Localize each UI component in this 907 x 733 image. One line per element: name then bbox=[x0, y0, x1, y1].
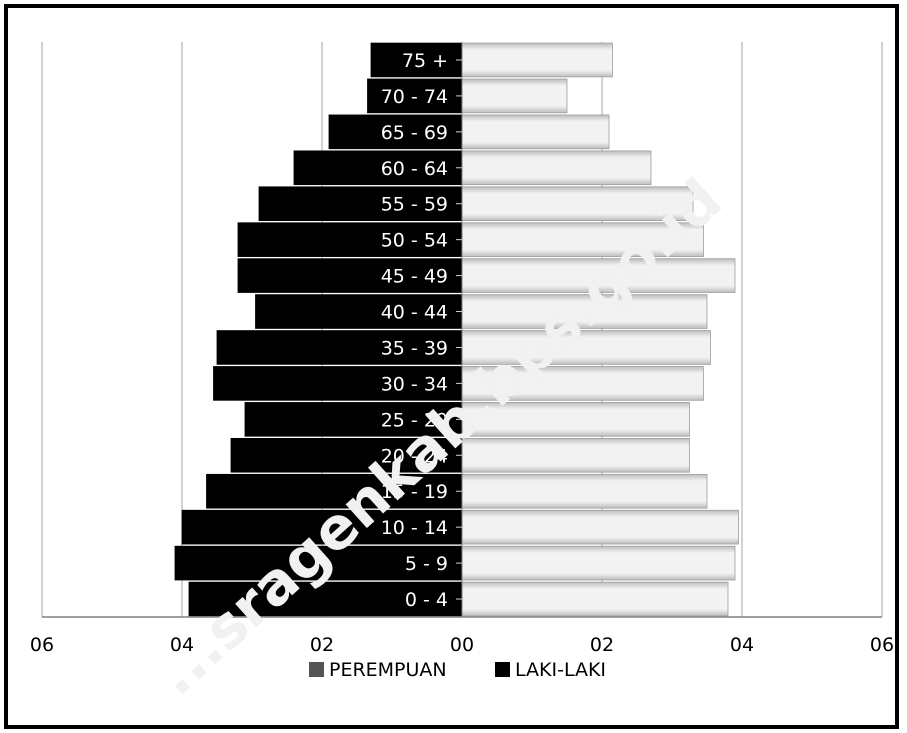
x-tick-label: 00 bbox=[450, 634, 474, 656]
bar-perempuan-11 bbox=[461, 186, 694, 222]
bar-laki-laki-4 bbox=[230, 437, 463, 473]
age-group-label: 15 - 19 bbox=[381, 481, 448, 503]
bar-perempuan-15 bbox=[461, 42, 613, 78]
bar-laki-laki-3 bbox=[206, 473, 463, 509]
x-tick-label: 06 bbox=[870, 634, 894, 656]
bar-laki-laki-12 bbox=[293, 150, 463, 186]
bar-perempuan-13 bbox=[461, 114, 610, 150]
legend-label: PEREMPUAN bbox=[329, 659, 447, 681]
legend: PEREMPUAN LAKI-LAKI bbox=[309, 659, 606, 681]
age-group-label: 0 - 4 bbox=[405, 589, 448, 611]
bar-laki-laki-7 bbox=[216, 330, 463, 365]
age-group-label: 45 - 49 bbox=[381, 266, 448, 288]
age-group-label: 55 - 59 bbox=[381, 194, 448, 216]
bar-laki-laki-0 bbox=[188, 581, 463, 617]
bars bbox=[174, 42, 739, 617]
bar-laki-laki-2 bbox=[181, 509, 463, 545]
bar-perempuan-7 bbox=[461, 330, 711, 365]
bar-laki-laki-8 bbox=[255, 294, 463, 329]
bar-perempuan-12 bbox=[461, 150, 652, 186]
bar-perempuan-9 bbox=[461, 258, 736, 293]
bar-perempuan-2 bbox=[461, 509, 739, 545]
chart-frame: 0 - 4 5 - 9 10 - 14 15 - 19 20 - 24 25 - 29 30… bbox=[4, 4, 899, 729]
x-tick-label: 04 bbox=[170, 634, 194, 656]
bar-laki-laki-10 bbox=[237, 222, 463, 257]
bar-perempuan-3 bbox=[461, 473, 708, 509]
bar-perempuan-8 bbox=[461, 294, 708, 329]
age-group-label: 35 - 39 bbox=[381, 337, 448, 359]
x-tick-label: 06 bbox=[30, 634, 54, 656]
age-group-label: 65 - 69 bbox=[381, 122, 448, 144]
age-group-label: 50 - 54 bbox=[381, 230, 448, 252]
population-pyramid-chart: 0 - 4 5 - 9 10 - 14 15 - 19 20 - 24 25 - 29 30… bbox=[30, 42, 894, 708]
bar-perempuan-4 bbox=[461, 437, 690, 473]
legend-swatch bbox=[495, 662, 510, 677]
age-group-label: 40 - 44 bbox=[381, 302, 448, 324]
bar-perempuan-5 bbox=[461, 402, 690, 437]
age-group-label: 60 - 64 bbox=[381, 158, 448, 180]
bar-perempuan-1 bbox=[461, 545, 736, 581]
age-group-label: 25 - 29 bbox=[381, 409, 448, 431]
age-group-label: 5 - 9 bbox=[405, 553, 448, 575]
x-tick-label: 04 bbox=[730, 634, 754, 656]
age-group-label: 30 - 34 bbox=[381, 373, 448, 395]
bar-laki-laki-9 bbox=[237, 258, 463, 293]
bar-perempuan-6 bbox=[461, 366, 704, 401]
bar-perempuan-0 bbox=[461, 581, 729, 617]
bar-laki-laki-13 bbox=[328, 114, 463, 150]
bar-laki-laki-6 bbox=[213, 366, 463, 401]
legend-swatch bbox=[309, 662, 324, 677]
bar-laki-laki-15 bbox=[370, 42, 463, 78]
bar-laki-laki-11 bbox=[258, 186, 463, 222]
bar-perempuan-14 bbox=[461, 78, 568, 114]
age-labels: 0 - 4 5 - 9 10 - 14 15 - 19 20 - 24 25 - 29 30… bbox=[381, 50, 462, 611]
age-group-label: 75 + bbox=[402, 50, 448, 72]
bar-laki-laki-14 bbox=[367, 78, 463, 114]
legend-label: LAKI-LAKI bbox=[515, 659, 606, 681]
x-axis: 06 04 02 00 02 04 06 bbox=[30, 616, 894, 656]
bar-laki-laki-1 bbox=[174, 545, 463, 581]
age-group-label: 70 - 74 bbox=[381, 86, 448, 108]
x-tick-label: 02 bbox=[590, 634, 614, 656]
age-group-label: 10 - 14 bbox=[381, 517, 448, 539]
x-tick-label: 02 bbox=[310, 634, 334, 656]
age-group-label: 20 - 24 bbox=[381, 445, 448, 467]
bar-perempuan-10 bbox=[461, 222, 704, 257]
